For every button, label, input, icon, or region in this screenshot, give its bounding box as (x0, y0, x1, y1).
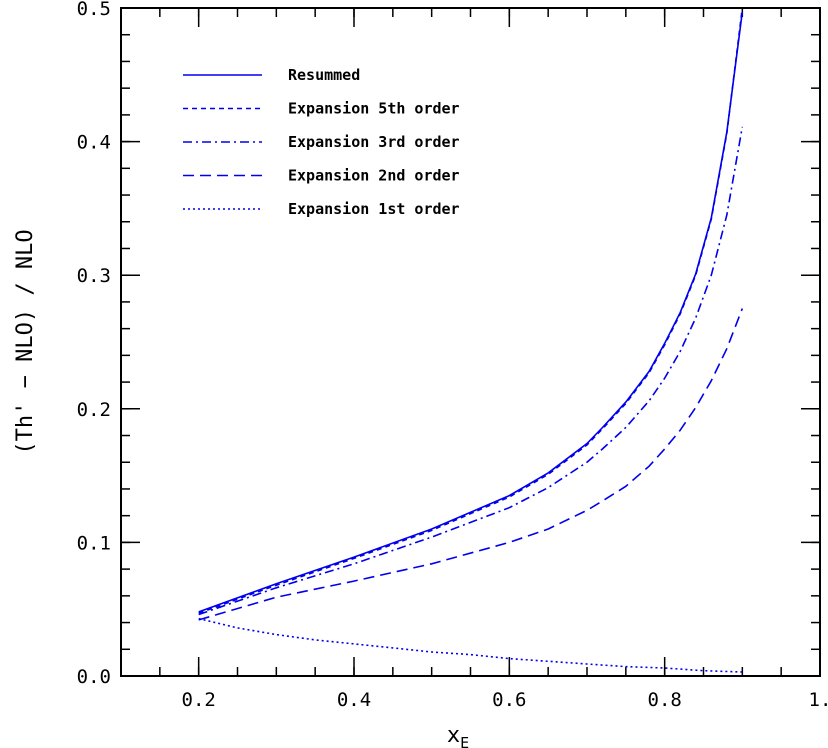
plot-frame (120, 7, 821, 677)
y-tick-label: 0.2 (77, 399, 111, 421)
series-line-5 (198, 617, 743, 673)
x-tick-label: 1. (809, 689, 828, 711)
series-line-4 (198, 308, 744, 621)
series-line-3 (198, 126, 744, 616)
tick-labels: 0.2 0.4 0.6 0.8 1. 0.0 0.1 0.2 0.3 0.4 0.5 (77, 0, 828, 711)
minor-ticks (120, 7, 821, 677)
legend-label-2: Expansion 5th order (288, 100, 460, 118)
y-axis-label: (Th' − NLO) / NLO (13, 229, 38, 454)
x-tick-label: 0.4 (337, 689, 371, 711)
y-tick-label: 0.0 (77, 666, 111, 688)
legend: Resummed Expansion 5th order Expansion 3rd… (183, 66, 460, 218)
legend-label-4: Expansion 2nd order (288, 167, 460, 185)
x-tick-label: 0.6 (492, 689, 526, 711)
y-tick-label: 0.5 (77, 0, 111, 20)
y-tick-label: 0.3 (77, 265, 111, 287)
series-group (198, 7, 744, 673)
x-tick-label: 0.2 (182, 689, 216, 711)
x-axis-label-sub: E (460, 734, 469, 748)
y-tick-label: 0.4 (77, 132, 111, 154)
x-axis-label-main: x (447, 723, 460, 748)
series-line-2 (198, 7, 744, 614)
major-ticks (121, 7, 821, 677)
x-axis-label: xE (447, 723, 469, 748)
legend-label-5: Expansion 1st order (288, 200, 460, 218)
y-tick-label: 0.1 (77, 532, 111, 554)
legend-label-1: Resummed (288, 66, 360, 84)
x-tick-label: 0.8 (648, 689, 682, 711)
legend-label-3: Expansion 3rd order (288, 133, 460, 151)
